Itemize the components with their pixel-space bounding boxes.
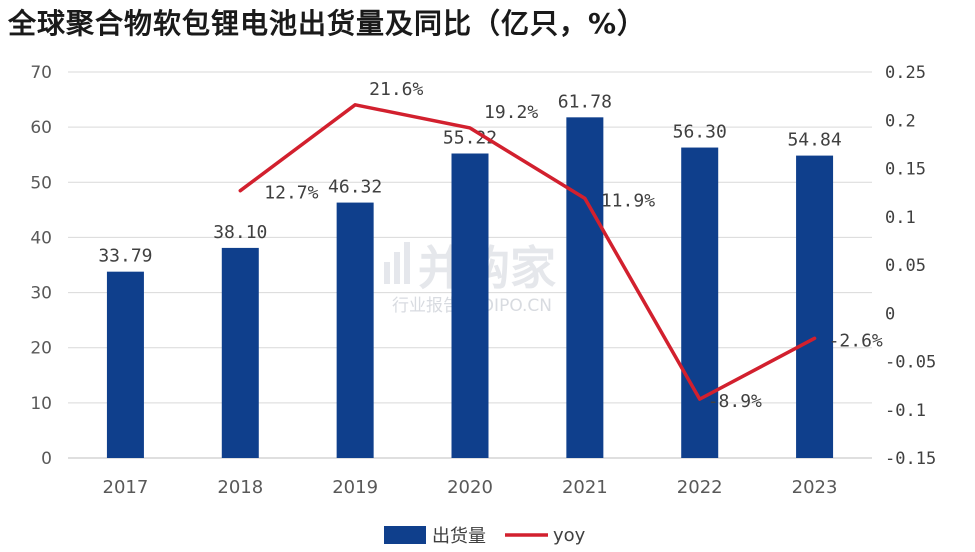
legend: 出货量 yoy bbox=[384, 525, 586, 547]
yoy-data-label: 19.2% bbox=[484, 102, 538, 123]
yoy-data-labels: 12.7% 21.6% 19.2% 11.9% -8.9% -2.6% bbox=[264, 79, 883, 412]
yoy-line-series bbox=[238, 103, 817, 401]
x-tick-label: 2023 bbox=[792, 477, 838, 498]
bar-data-label: 38.10 bbox=[213, 222, 267, 243]
y-right-tick-label: 0.05 bbox=[885, 256, 926, 276]
y-right-tick-label: -0.15 bbox=[885, 449, 936, 469]
bar bbox=[681, 147, 719, 458]
legend-label-yoy: yoy bbox=[553, 525, 586, 546]
y-axis-left: 0 10 20 30 40 50 60 70 bbox=[30, 63, 52, 469]
watermark-logo-icon bbox=[384, 242, 410, 284]
y-right-tick-label: 0.2 bbox=[885, 111, 916, 131]
bar-data-labels: 33.79 38.10 46.32 55.22 61.78 56.30 54.84 bbox=[98, 91, 841, 266]
bar-series bbox=[106, 117, 834, 459]
legend-swatch-bar bbox=[384, 526, 426, 544]
bar bbox=[106, 271, 144, 458]
bar bbox=[451, 153, 489, 458]
bar-data-label: 54.84 bbox=[787, 130, 841, 151]
y-left-tick-label: 20 bbox=[30, 339, 52, 359]
y-left-tick-label: 30 bbox=[30, 284, 52, 304]
y-right-tick-label: 0.15 bbox=[885, 160, 926, 180]
yoy-data-label: 21.6% bbox=[369, 79, 423, 100]
yoy-data-label: -8.9% bbox=[708, 391, 762, 412]
x-tick-label: 2022 bbox=[677, 477, 723, 498]
x-tick-label: 2017 bbox=[103, 477, 149, 498]
bar bbox=[221, 247, 259, 458]
x-tick-label: 2021 bbox=[562, 477, 608, 498]
yoy-line bbox=[238, 103, 817, 401]
y-left-tick-label: 40 bbox=[30, 228, 52, 248]
bar-data-label: 56.30 bbox=[673, 122, 727, 143]
y-axis-right: -0.15 -0.1 -0.05 0 0.05 0.1 0.15 0.2 0.25 bbox=[885, 63, 936, 469]
bar bbox=[796, 155, 834, 459]
y-left-tick-label: 70 bbox=[30, 63, 52, 83]
x-tick-label: 2018 bbox=[217, 477, 263, 498]
x-tick-label: 2019 bbox=[332, 477, 378, 498]
yoy-data-label: 12.7% bbox=[264, 183, 318, 204]
bar bbox=[566, 117, 604, 459]
y-left-tick-label: 0 bbox=[41, 449, 52, 469]
bar-data-label: 33.79 bbox=[98, 246, 152, 267]
yoy-data-label: -2.6% bbox=[829, 330, 883, 351]
y-right-tick-label: 0.25 bbox=[885, 63, 926, 83]
y-left-tick-label: 10 bbox=[30, 394, 52, 414]
y-right-tick-label: 0.1 bbox=[885, 208, 916, 228]
y-right-tick-label: -0.05 bbox=[885, 353, 936, 373]
bar-data-label: 61.78 bbox=[558, 91, 612, 112]
bar-data-label: 55.22 bbox=[443, 128, 497, 149]
y-right-tick-label: 0 bbox=[885, 304, 895, 324]
bar-data-label: 46.32 bbox=[328, 177, 382, 198]
x-axis: 2017 2018 2019 2020 2021 2022 2023 bbox=[103, 477, 838, 498]
chart-title: 全球聚合物软包锂电池出货量及同比（亿只，%） bbox=[8, 7, 647, 40]
x-tick-label: 2020 bbox=[447, 477, 493, 498]
legend-label-shipments: 出货量 bbox=[432, 526, 486, 547]
y-right-tick-label: -0.1 bbox=[885, 401, 926, 421]
yoy-data-label: 11.9% bbox=[601, 190, 655, 211]
bar bbox=[336, 202, 374, 458]
y-left-tick-label: 60 bbox=[30, 118, 52, 138]
y-left-tick-label: 50 bbox=[30, 173, 52, 193]
